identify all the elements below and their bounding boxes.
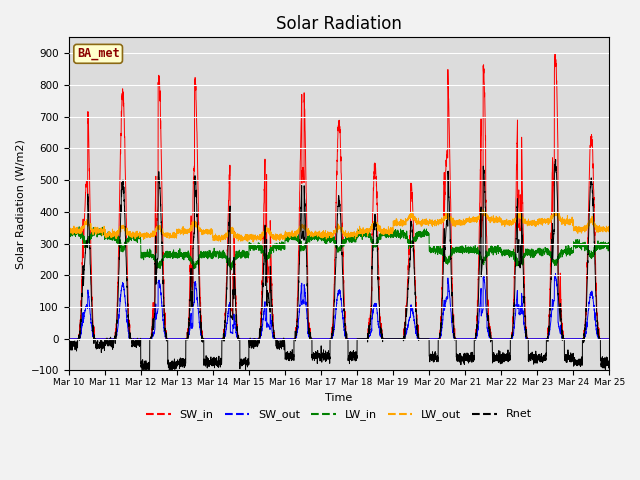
SW_in <box>605 336 613 342</box>
LW_in <box>605 245 612 251</box>
LW_in <box>605 240 613 246</box>
LW_out <box>605 227 613 233</box>
LW_out <box>491 216 499 222</box>
Text: BA_met: BA_met <box>77 48 120 60</box>
SW_in <box>605 336 612 342</box>
LW_in <box>431 244 438 250</box>
LW_out <box>249 239 257 245</box>
SW_out <box>605 336 613 342</box>
SW_out <box>491 336 499 342</box>
Line: SW_in: SW_in <box>68 54 609 339</box>
LW_out <box>319 228 326 234</box>
SW_in <box>430 336 438 342</box>
SW_out <box>65 336 72 342</box>
LW_in <box>319 234 327 240</box>
LW_in <box>65 229 72 235</box>
Rnet <box>162 329 170 335</box>
Rnet <box>460 353 468 359</box>
Rnet <box>491 353 499 359</box>
SW_out <box>430 336 438 342</box>
LW_out <box>65 223 72 228</box>
LW_out <box>605 227 612 233</box>
Title: Solar Radiation: Solar Radiation <box>276 15 402 33</box>
SW_in <box>460 336 468 342</box>
SW_in <box>65 336 72 342</box>
SW_out <box>162 334 170 340</box>
SW_in <box>319 336 326 342</box>
Legend: SW_in, SW_out, LW_in, LW_out, Rnet: SW_in, SW_out, LW_in, LW_out, Rnet <box>142 405 536 425</box>
LW_in <box>228 267 236 273</box>
Line: Rnet: Rnet <box>68 159 609 371</box>
Rnet <box>166 368 174 374</box>
SW_in <box>551 51 559 57</box>
SW_in <box>162 336 170 342</box>
Rnet <box>552 156 559 162</box>
Y-axis label: Solar Radiation (W/m2): Solar Radiation (W/m2) <box>15 139 25 269</box>
SW_out <box>552 271 559 276</box>
LW_in <box>76 224 83 229</box>
SW_out <box>460 336 468 342</box>
LW_out <box>162 234 170 240</box>
LW_in <box>162 252 170 258</box>
SW_out <box>319 336 326 342</box>
Line: LW_in: LW_in <box>68 227 609 270</box>
Line: LW_out: LW_out <box>68 210 609 242</box>
Line: SW_out: SW_out <box>68 274 609 339</box>
LW_in <box>460 248 468 254</box>
Rnet <box>430 354 438 360</box>
Rnet <box>605 360 612 366</box>
LW_in <box>491 246 499 252</box>
Rnet <box>65 344 72 350</box>
Rnet <box>605 364 613 370</box>
LW_out <box>430 220 438 226</box>
SW_in <box>491 336 499 342</box>
LW_out <box>460 220 468 226</box>
Rnet <box>319 353 326 359</box>
SW_out <box>605 336 612 342</box>
X-axis label: Time: Time <box>325 393 353 403</box>
LW_out <box>479 207 486 213</box>
